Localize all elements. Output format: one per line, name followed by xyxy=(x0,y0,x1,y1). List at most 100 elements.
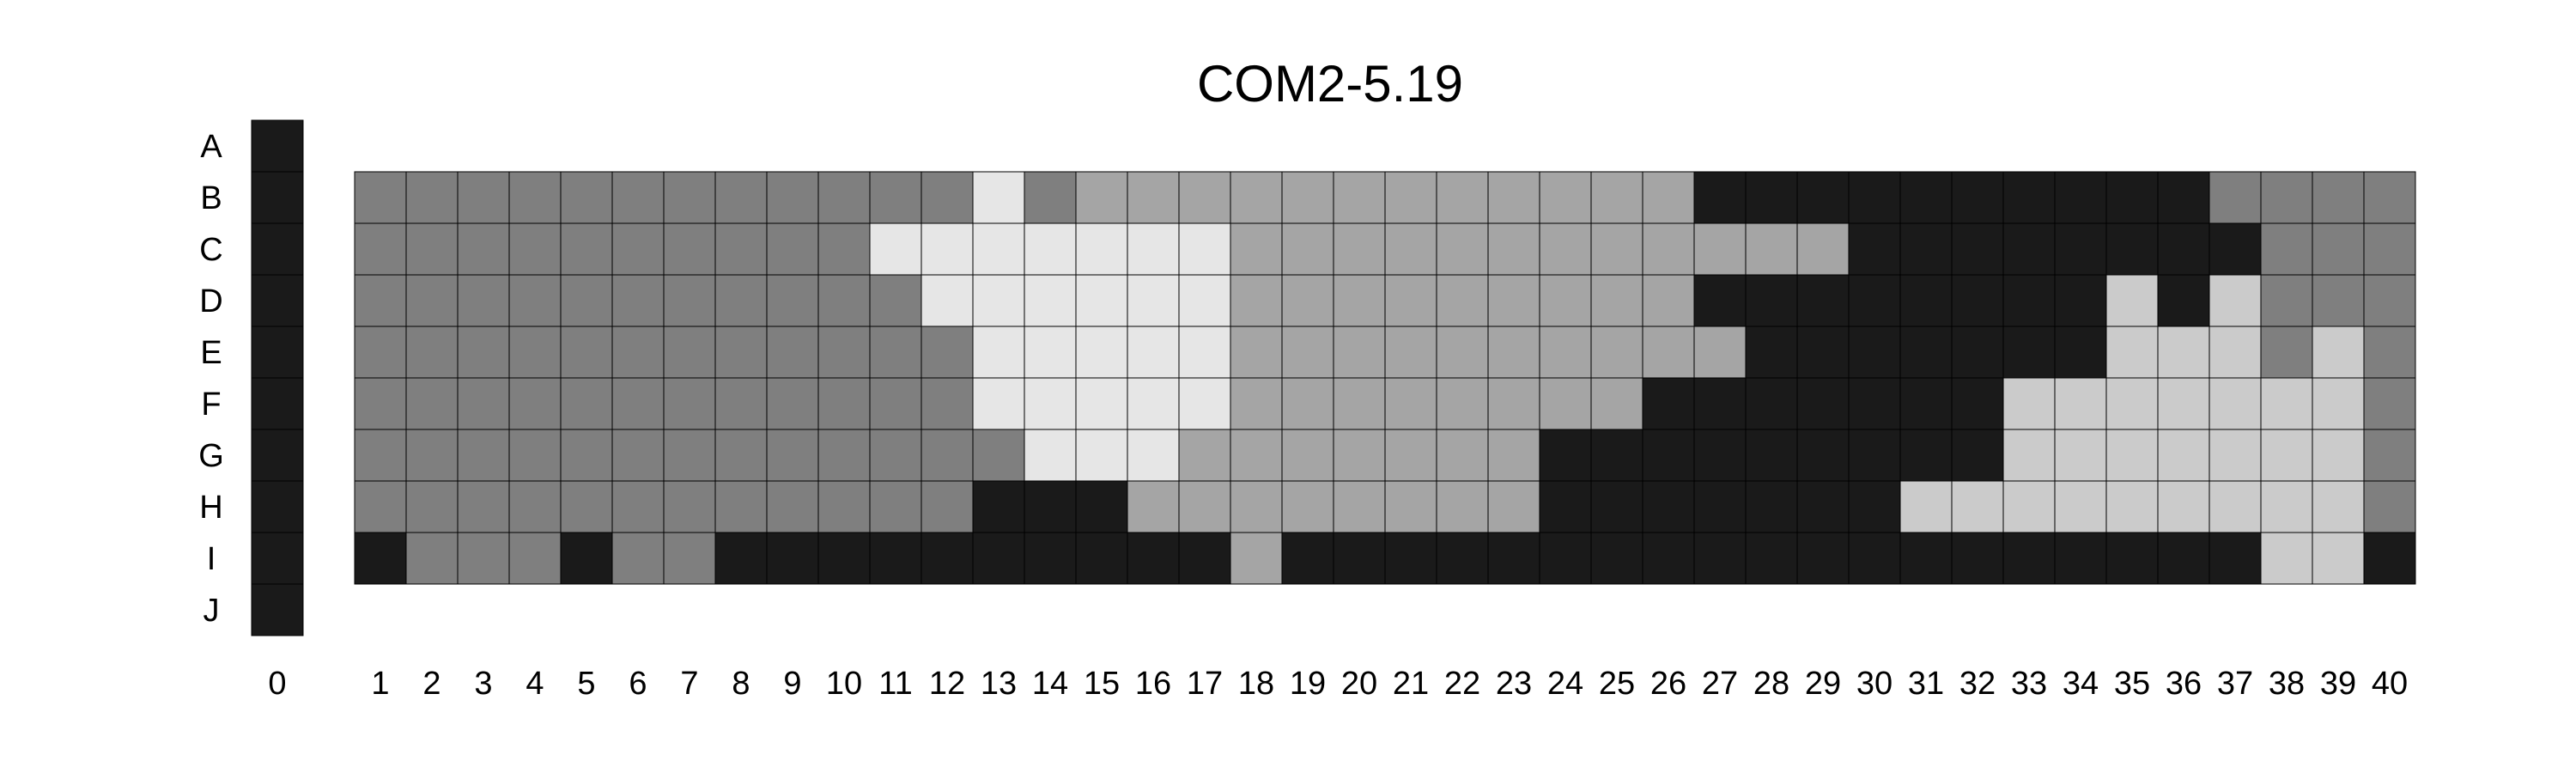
cell-3-d xyxy=(457,274,510,327)
cell-22-c xyxy=(1436,222,1489,276)
cell-36-h xyxy=(2157,480,2210,533)
cell-5-c xyxy=(560,222,613,276)
column-label-11: 11 xyxy=(878,666,912,702)
cell-38-d xyxy=(2260,274,2313,327)
cell-25-h xyxy=(1590,480,1643,533)
cell-20-g xyxy=(1333,429,1386,482)
cell-10-f xyxy=(817,377,871,430)
cell-8-i xyxy=(714,532,768,585)
cell-27-c xyxy=(1693,222,1747,276)
cell-2-f xyxy=(405,377,459,430)
column-label-14: 14 xyxy=(1032,666,1068,702)
cell-0-b xyxy=(251,171,304,224)
cell-6-i xyxy=(611,532,665,585)
cell-8-f xyxy=(714,377,768,430)
column-label-23: 23 xyxy=(1496,666,1532,702)
cell-17-f xyxy=(1178,377,1231,430)
cell-7-h xyxy=(663,480,716,533)
cell-5-d xyxy=(560,274,613,327)
cell-37-e xyxy=(2208,326,2262,379)
cell-20-h xyxy=(1333,480,1386,533)
cell-19-f xyxy=(1281,377,1334,430)
cell-21-h xyxy=(1384,480,1437,533)
cell-23-b xyxy=(1487,171,1540,224)
cell-34-d xyxy=(2054,274,2107,327)
cell-17-d xyxy=(1178,274,1231,327)
cell-17-c xyxy=(1178,222,1231,276)
cell-40-g xyxy=(2363,429,2416,482)
cell-40-e xyxy=(2363,326,2416,379)
cell-8-c xyxy=(714,222,768,276)
cell-20-e xyxy=(1333,326,1386,379)
cell-12-i xyxy=(920,532,974,585)
column-label-40: 40 xyxy=(2372,666,2408,702)
column-label-5: 5 xyxy=(577,666,595,702)
column-label-32: 32 xyxy=(1959,666,1996,702)
cell-28-f xyxy=(1745,377,1798,430)
cell-22-b xyxy=(1436,171,1489,224)
column-label-30: 30 xyxy=(1856,666,1893,702)
cell-15-c xyxy=(1075,222,1128,276)
cell-0-c xyxy=(251,222,304,276)
cell-24-f xyxy=(1539,377,1592,430)
cell-1-c xyxy=(354,222,407,276)
cell-39-g xyxy=(2312,429,2365,482)
cell-30-f xyxy=(1848,377,1901,430)
cell-24-h xyxy=(1539,480,1592,533)
cell-16-d xyxy=(1127,274,1180,327)
cell-11-c xyxy=(869,222,922,276)
cell-6-d xyxy=(611,274,665,327)
cell-39-e xyxy=(2312,326,2365,379)
cell-40-c xyxy=(2363,222,2416,276)
cell-33-c xyxy=(2002,222,2056,276)
cell-0-j xyxy=(251,583,304,636)
cell-36-i xyxy=(2157,532,2210,585)
cell-1-b xyxy=(354,171,407,224)
column-label-22: 22 xyxy=(1444,666,1480,702)
cell-24-b xyxy=(1539,171,1592,224)
cell-27-h xyxy=(1693,480,1747,533)
cell-29-h xyxy=(1796,480,1850,533)
cell-19-i xyxy=(1281,532,1334,585)
cell-36-f xyxy=(2157,377,2210,430)
cell-20-i xyxy=(1333,532,1386,585)
cell-37-g xyxy=(2208,429,2262,482)
cell-40-i xyxy=(2363,532,2416,585)
cell-7-d xyxy=(663,274,716,327)
cell-2-g xyxy=(405,429,459,482)
row-label-i: I xyxy=(207,541,216,577)
column-label-25: 25 xyxy=(1599,666,1635,702)
column-label-24: 24 xyxy=(1547,666,1583,702)
cell-15-f xyxy=(1075,377,1128,430)
cell-11-e xyxy=(869,326,922,379)
cell-39-f xyxy=(2312,377,2365,430)
cell-27-i xyxy=(1693,532,1747,585)
cell-5-b xyxy=(560,171,613,224)
cell-22-i xyxy=(1436,532,1489,585)
cell-7-g xyxy=(663,429,716,482)
cell-31-d xyxy=(1899,274,1953,327)
cell-15-d xyxy=(1075,274,1128,327)
cell-9-c xyxy=(766,222,819,276)
cell-13-c xyxy=(972,222,1025,276)
cell-5-i xyxy=(560,532,613,585)
column-label-10: 10 xyxy=(826,666,862,702)
cell-17-i xyxy=(1178,532,1231,585)
cell-12-f xyxy=(920,377,974,430)
cell-11-g xyxy=(869,429,922,482)
cell-12-b xyxy=(920,171,974,224)
cell-2-e xyxy=(405,326,459,379)
cell-30-b xyxy=(1848,171,1901,224)
row-label-g: G xyxy=(198,438,224,474)
cell-6-g xyxy=(611,429,665,482)
cell-16-e xyxy=(1127,326,1180,379)
cell-28-h xyxy=(1745,480,1798,533)
cell-0-e xyxy=(251,326,304,379)
cell-32-c xyxy=(1951,222,2004,276)
column-label-15: 15 xyxy=(1084,666,1120,702)
cell-31-f xyxy=(1899,377,1953,430)
cell-16-i xyxy=(1127,532,1180,585)
cell-30-h xyxy=(1848,480,1901,533)
cell-4-h xyxy=(508,480,562,533)
